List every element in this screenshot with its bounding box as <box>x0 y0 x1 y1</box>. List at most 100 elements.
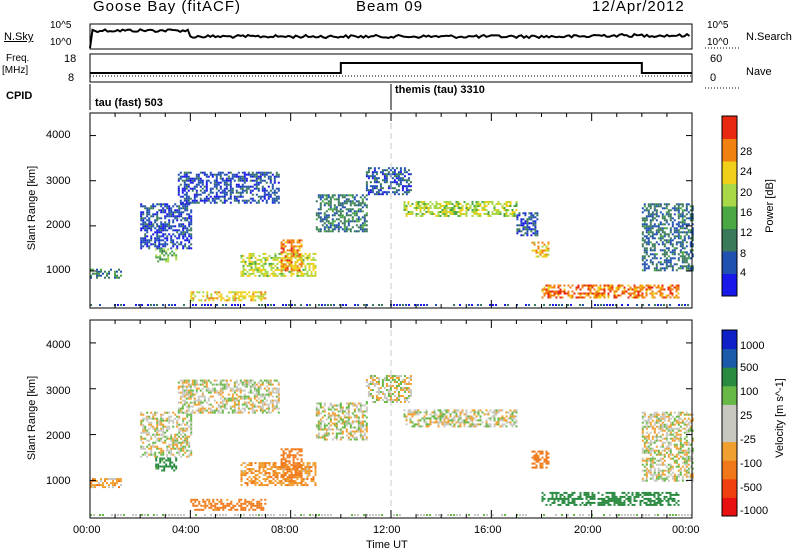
power-cbar-tick-28: 28 <box>740 146 753 158</box>
nave-label: Nave <box>746 66 772 78</box>
nave-tick-low: 0 <box>710 72 717 84</box>
velocity-colorbar-swatch-5 <box>722 404 737 424</box>
nsearch-label: N.Search <box>746 31 792 43</box>
velocity-echo-region-0 <box>90 478 122 489</box>
velocity-colorbar-swatch-6 <box>722 385 737 405</box>
xtick-2400: 00:00 <box>672 524 700 536</box>
nsearch-tick-low: 10^0 <box>707 37 729 48</box>
power-echo-region-6 <box>280 239 303 272</box>
power-cbar-label: Power [dB] <box>764 179 776 233</box>
xtick-1200: 12:00 <box>373 524 401 536</box>
nsky-panel-frame <box>89 23 693 50</box>
power-echo-region-1 <box>140 203 193 250</box>
power-near-range-scatter <box>90 304 689 306</box>
velocity-echo-region-5 <box>240 462 317 487</box>
freq-unit-label: [MHz] <box>2 65 29 76</box>
power-echo-region-9 <box>403 201 518 217</box>
xlabel: Time UT <box>366 539 408 551</box>
velocity-ytick-4000: 4000 <box>46 339 71 351</box>
vel-cbar-tick-500: 500 <box>740 362 759 374</box>
velocity-echo-region-10 <box>531 450 550 469</box>
vel-cbar-tick-1000: 1000 <box>740 340 765 352</box>
velocity-colorbar-swatch-8 <box>722 348 737 368</box>
velocity-colorbar-swatch-9 <box>722 330 737 350</box>
velocity-ytick-3000: 3000 <box>46 385 71 397</box>
vel-cbar-tick-100: 100 <box>740 386 759 398</box>
power-cbar-tick-24: 24 <box>740 166 753 178</box>
power-echo-region-8 <box>365 167 412 196</box>
velocity-echo-region-7 <box>315 402 368 441</box>
freq-tick-high: 18 <box>64 53 77 65</box>
power-colorbar-swatch-7 <box>722 116 737 139</box>
power-cbar-tick-12: 12 <box>740 227 753 239</box>
beam-title: Beam 09 <box>356 0 424 15</box>
velocity-colorbar-swatch-0 <box>722 497 737 517</box>
nsky-label: N.Sky <box>4 31 34 43</box>
freq-tick-low: 8 <box>68 72 75 84</box>
power-echo-region-7 <box>315 194 368 233</box>
power-echo-region-11 <box>531 241 550 258</box>
velocity-cbar-label: Velocity [m s^-1] <box>774 378 786 458</box>
vel-cbar-tick-m1000: -1000 <box>740 505 769 517</box>
velocity-echo-region-11 <box>541 491 680 506</box>
power-ytick-4000: 4000 <box>46 129 71 141</box>
power-cbar-tick-16: 16 <box>740 207 753 219</box>
power-echo-region-4 <box>190 291 267 302</box>
date-title: 12/Apr/2012 <box>592 0 685 15</box>
vel-cbar-tick-m25: -25 <box>740 434 756 446</box>
power-echo-region-3 <box>177 171 280 204</box>
power-colorbar-swatch-4 <box>722 183 737 207</box>
velocity-colorbar-swatch-2 <box>722 460 737 480</box>
velocity-echo-region-9 <box>403 409 518 428</box>
vel-cbar-tick-m500: -500 <box>740 482 763 494</box>
nsearch-tick-high: 10^5 <box>707 20 729 31</box>
power-echo-region-5 <box>240 252 317 277</box>
power-colorbar-swatch-0 <box>722 273 737 297</box>
velocity-colorbar-swatch-4 <box>722 423 737 443</box>
power-echo-region-13 <box>641 203 694 272</box>
velocity-colorbar-swatch-7 <box>722 367 737 387</box>
power-ytick-2000: 2000 <box>46 219 71 231</box>
velocity-ytick-1000: 1000 <box>46 475 71 487</box>
velocity-near-range-scatter <box>90 514 692 516</box>
power-colorbar-swatch-2 <box>722 228 737 252</box>
station-title: Goose Bay (fitACF) <box>93 0 242 15</box>
velocity-panel-frame <box>89 319 693 519</box>
power-colorbar-swatch-6 <box>722 138 737 162</box>
power-cbar-tick-20: 20 <box>740 187 753 199</box>
vel-cbar-tick-m100: -100 <box>740 458 763 470</box>
velocity-echo-region-4 <box>190 498 267 511</box>
power-cbar-tick-4: 4 <box>740 267 747 279</box>
freq-series-line <box>90 62 692 74</box>
power-echo-region-10 <box>516 212 539 237</box>
power-colorbar-frame <box>721 115 738 297</box>
power-echo-region-2 <box>155 248 178 263</box>
xtick-2000: 20:00 <box>574 524 602 536</box>
freq-panel-frame <box>89 53 693 83</box>
velocity-echo-region-1 <box>140 411 193 458</box>
cpid-label: CPID <box>6 90 33 102</box>
freq-label: Freq. <box>6 53 30 64</box>
velocity-echo-region-12 <box>641 411 694 482</box>
velocity-echo-region-6 <box>280 448 303 483</box>
velocity-ylabel: Slant Range [km] <box>26 375 38 461</box>
nave-tick-high: 60 <box>710 53 723 65</box>
power-ytick-1000: 1000 <box>46 264 71 276</box>
power-ylabel: Slant Range [km] <box>26 165 38 251</box>
velocity-ytick-2000: 2000 <box>46 430 71 442</box>
power-cbar-tick-8: 8 <box>740 248 747 260</box>
vel-cbar-tick-25: 25 <box>740 410 753 422</box>
power-colorbar-swatch-5 <box>722 161 737 184</box>
power-echo-region-0 <box>90 268 122 279</box>
xtick-1600: 16:00 <box>474 524 502 536</box>
xtick-0000: 00:00 <box>73 524 101 536</box>
xtick-0400: 04:00 <box>172 524 200 536</box>
cpid-mode-2: themis (tau) 3310 <box>395 84 485 96</box>
velocity-colorbar-swatch-1 <box>722 478 737 498</box>
nsky-tick-high: 10^5 <box>50 20 72 31</box>
velocity-echo-region-3 <box>177 379 280 414</box>
nsky-tick-low: 10^0 <box>50 37 72 48</box>
velocity-colorbar-swatch-3 <box>722 441 737 461</box>
nsky-series-line <box>89 28 691 49</box>
xtick-0800: 08:00 <box>271 524 299 536</box>
